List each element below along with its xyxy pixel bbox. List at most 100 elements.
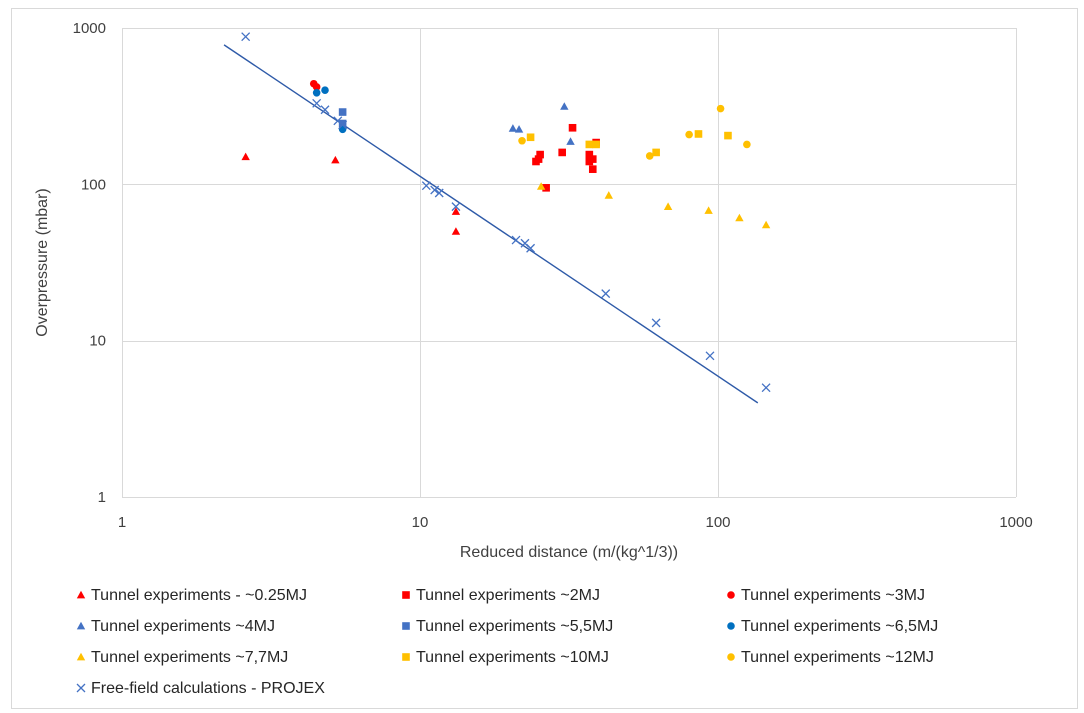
data-point <box>558 148 566 157</box>
legend-label: Tunnel experiments - ~0.25MJ <box>91 587 307 604</box>
x-tick-label: 10 <box>412 514 429 531</box>
legend-label: Tunnel experiments ~10MJ <box>416 649 609 666</box>
legend-label: Tunnel experiments ~7,7MJ <box>91 649 288 666</box>
data-point <box>704 206 713 214</box>
data-point <box>430 185 440 195</box>
data-point <box>451 202 461 212</box>
data-point <box>645 152 654 160</box>
data-point <box>566 137 575 145</box>
legend-marker <box>402 591 410 599</box>
legend-marker <box>727 622 735 630</box>
trendline <box>223 44 759 404</box>
data-point <box>526 133 535 142</box>
legend-item: Tunnel experiments ~6,5MJ <box>727 618 938 635</box>
data-point <box>312 98 322 108</box>
legend-marker <box>402 622 410 630</box>
x-tick-label: 1000 <box>999 514 1032 531</box>
data-point <box>526 243 536 253</box>
legend-item: Tunnel experiments - ~0.25MJ <box>76 587 307 604</box>
legend-label: Free-field calculations - PROJEX <box>91 680 325 697</box>
data-point <box>338 125 347 134</box>
y-axis-title: Overpressure (mbar) <box>34 188 51 336</box>
legend-item: Tunnel experiments ~2MJ <box>402 587 600 604</box>
data-point <box>542 184 550 192</box>
legend-item: Tunnel experiments ~10MJ <box>402 649 609 666</box>
legend-label: Tunnel experiments ~12MJ <box>741 649 934 666</box>
legend-marker <box>76 683 86 693</box>
chart-border <box>11 8 1078 709</box>
legend-marker <box>727 591 735 599</box>
legend-item: Tunnel experiments ~12MJ <box>727 649 934 666</box>
trendline-layer <box>223 44 759 404</box>
data-point <box>338 119 347 128</box>
tick-labels: 1 10 100 1000 1 10 100 1000 <box>73 20 1033 531</box>
legend-marker <box>402 653 410 661</box>
data-point <box>604 191 613 199</box>
data-point <box>663 202 673 210</box>
x-axis-title: Reduced distance (m/(kg^1/3)) <box>460 544 678 561</box>
data-point <box>560 102 569 110</box>
data-point <box>601 289 611 299</box>
data-point <box>685 130 693 139</box>
data-point <box>588 155 597 163</box>
data-point <box>511 235 521 245</box>
data-point <box>585 150 594 159</box>
data-point <box>338 120 348 130</box>
gridlines <box>122 28 1017 498</box>
y-tick-label: 10 <box>89 333 106 350</box>
data-point <box>536 150 544 159</box>
data-points <box>241 32 771 393</box>
data-point <box>534 155 543 163</box>
legend-marker <box>76 590 86 599</box>
legend-item: Free-field calculations - PROJEX <box>76 680 325 697</box>
data-point <box>568 123 577 132</box>
data-point <box>761 220 771 229</box>
y-tick-label: 100 <box>81 176 106 193</box>
y-tick-label: 1000 <box>73 20 106 37</box>
x-tick-label: 1 <box>118 514 126 531</box>
legend-label: Tunnel experiments ~4MJ <box>91 618 275 635</box>
data-point <box>724 131 732 140</box>
legend-label: Tunnel experiments ~6,5MJ <box>741 618 938 635</box>
data-point <box>518 136 526 145</box>
data-point <box>321 86 329 95</box>
y-tick-label: 1 <box>98 489 106 506</box>
data-point <box>338 108 347 116</box>
legend-marker <box>727 653 735 661</box>
data-point <box>241 152 250 161</box>
data-point <box>705 351 715 361</box>
legend-label: Tunnel experiments ~2MJ <box>416 587 600 604</box>
data-point <box>312 83 321 91</box>
data-point <box>735 213 744 222</box>
data-point <box>451 207 461 215</box>
data-point <box>761 383 771 393</box>
data-point <box>312 89 321 97</box>
data-point <box>588 165 597 173</box>
data-point <box>514 125 524 133</box>
legend-marker <box>76 621 86 630</box>
legend-item: Tunnel experiments ~7,7MJ <box>76 649 288 666</box>
legend-marker <box>76 652 86 661</box>
data-point <box>743 140 751 149</box>
data-point <box>241 32 251 42</box>
data-point <box>508 124 518 132</box>
data-point <box>320 105 330 115</box>
legend-item: Tunnel experiments ~5,5MJ <box>402 618 613 635</box>
data-point <box>716 104 725 113</box>
data-point <box>585 140 594 149</box>
data-point <box>434 188 444 198</box>
legend: Tunnel experiments - ~0.25MJ Tunnel exper… <box>76 587 938 697</box>
legend-label: Tunnel experiments ~3MJ <box>741 587 925 604</box>
data-point <box>694 130 703 138</box>
data-point <box>451 227 461 235</box>
data-point <box>652 148 660 157</box>
data-point <box>331 155 340 164</box>
data-point <box>651 318 661 328</box>
legend-item: Tunnel experiments ~3MJ <box>727 587 925 604</box>
data-point <box>421 181 431 191</box>
legend-item: Tunnel experiments ~4MJ <box>76 618 275 635</box>
legend-label: Tunnel experiments ~5,5MJ <box>416 618 613 635</box>
